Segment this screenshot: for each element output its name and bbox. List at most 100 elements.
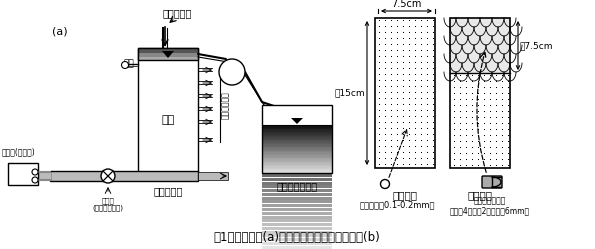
Bar <box>50 171 198 181</box>
Bar <box>8 163 38 185</box>
Bar <box>262 223 332 226</box>
Bar <box>262 189 332 192</box>
Bar <box>262 150 332 152</box>
Bar <box>262 170 332 173</box>
Bar <box>138 48 198 176</box>
Bar <box>375 18 435 168</box>
Bar <box>262 152 332 155</box>
Bar <box>262 167 332 170</box>
Bar <box>138 53 198 57</box>
Text: マノメータ孔: マノメータ孔 <box>221 91 230 119</box>
Text: 【ろ過塔】: 【ろ過塔】 <box>154 186 183 196</box>
Polygon shape <box>162 51 174 58</box>
Bar <box>262 143 332 145</box>
Bar <box>262 174 332 177</box>
Bar <box>262 200 332 203</box>
Text: 石英砂（径0.1-0.2mm）: 石英砂（径0.1-0.2mm） <box>359 200 435 209</box>
Circle shape <box>32 177 38 183</box>
Bar <box>262 227 332 230</box>
Circle shape <box>101 169 115 183</box>
Bar <box>262 182 332 185</box>
Text: 惲濁液流入: 惲濁液流入 <box>162 8 192 18</box>
Bar <box>262 135 332 137</box>
Text: ろ層: ろ層 <box>161 115 174 125</box>
Text: バルブ
(初期流速調節): バルブ (初期流速調節) <box>92 197 124 211</box>
Bar <box>262 208 332 211</box>
Bar <box>262 186 332 188</box>
Bar <box>262 144 332 147</box>
Bar <box>262 148 332 151</box>
Circle shape <box>380 180 390 188</box>
Bar <box>262 151 332 153</box>
Bar <box>262 170 332 173</box>
Bar <box>262 133 332 136</box>
Text: 7.5cm: 7.5cm <box>392 0 422 9</box>
Bar <box>262 136 332 139</box>
Bar <box>262 159 332 162</box>
Bar <box>262 242 332 245</box>
Bar <box>262 155 332 158</box>
Bar <box>262 172 332 174</box>
Bar <box>262 212 332 215</box>
Bar <box>262 162 332 164</box>
Bar <box>262 178 332 181</box>
Bar <box>262 159 332 162</box>
Bar <box>262 163 332 166</box>
Circle shape <box>121 62 129 68</box>
Text: 半円筒チューブ
（外径4、内径2、長さ的6mm）: 半円筒チューブ （外径4、内径2、長さ的6mm） <box>450 196 530 215</box>
Text: (a): (a) <box>52 26 68 36</box>
Bar <box>262 128 332 130</box>
Text: 図1　実験装置(a)およびろ過層の構成とろ材(b): 図1 実験装置(a)およびろ過層の構成とろ材(b) <box>214 231 380 244</box>
FancyBboxPatch shape <box>482 176 502 188</box>
Bar <box>262 231 332 234</box>
Bar <box>262 129 332 131</box>
Bar <box>36 172 51 180</box>
Bar <box>138 57 198 60</box>
Bar <box>262 137 332 140</box>
Bar <box>262 125 332 128</box>
Bar <box>262 166 332 169</box>
Bar <box>262 140 332 143</box>
Bar <box>262 136 332 138</box>
Bar <box>262 165 332 167</box>
Bar <box>262 219 332 222</box>
Bar <box>262 125 332 127</box>
Bar <box>262 139 332 141</box>
Bar <box>262 161 332 163</box>
Bar <box>262 105 332 125</box>
Bar <box>262 151 332 154</box>
Text: 流出水(ろ過水): 流出水(ろ過水) <box>1 147 35 156</box>
Bar <box>262 146 332 148</box>
Bar <box>262 197 332 200</box>
Bar <box>262 130 332 133</box>
Bar <box>262 169 332 171</box>
Bar <box>262 238 332 241</box>
Bar <box>262 158 332 160</box>
Bar <box>138 48 198 53</box>
Circle shape <box>219 59 245 85</box>
Bar <box>262 157 332 159</box>
Text: 【土砂惲濁液】: 【土砂惲濁液】 <box>277 181 318 191</box>
Bar <box>262 132 332 134</box>
Bar <box>262 163 332 166</box>
Bar <box>262 129 332 132</box>
Bar <box>262 246 332 249</box>
Bar <box>450 18 510 73</box>
Bar <box>138 48 198 60</box>
Bar <box>262 141 332 144</box>
Bar <box>262 193 332 196</box>
Bar <box>262 144 332 147</box>
Text: 絀15cm: 絀15cm <box>334 88 365 98</box>
Bar <box>262 168 332 170</box>
Circle shape <box>32 169 38 175</box>
Bar <box>262 216 332 219</box>
Text: 【単層】: 【単層】 <box>393 190 418 200</box>
Bar <box>450 18 510 168</box>
Text: 絀7.5cm: 絀7.5cm <box>520 41 553 50</box>
Bar <box>262 105 332 173</box>
Bar <box>262 126 332 129</box>
Bar <box>262 132 332 135</box>
Polygon shape <box>291 118 303 124</box>
Text: 【二層】: 【二層】 <box>468 190 493 200</box>
Bar <box>262 140 332 142</box>
